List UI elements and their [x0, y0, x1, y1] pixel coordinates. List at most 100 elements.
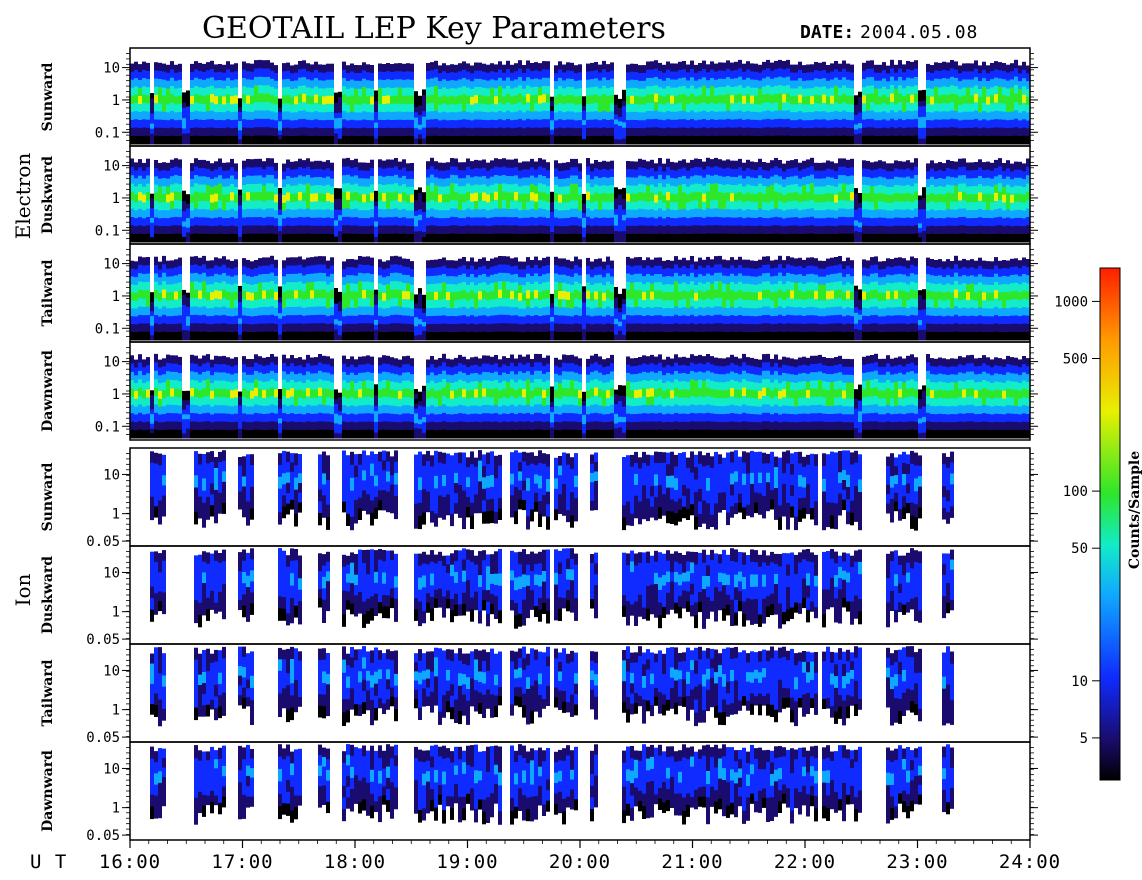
- heatmap-cell-electron-duskward: [198, 176, 202, 185]
- heatmap-cell-electron-duskward: [266, 208, 270, 218]
- heatmap-cell-electron-duskward: [318, 185, 322, 194]
- heatmap-cell-electron-sunward: [634, 95, 638, 105]
- heatmap-cell-electron-duskward: [554, 160, 558, 169]
- heatmap-cell-electron-sunward: [146, 127, 150, 137]
- heatmap-cell-electron-duskward: [290, 201, 294, 211]
- heatmap-cell-electron-sunward: [726, 85, 730, 95]
- heatmap-cell-electron-duskward: [970, 226, 974, 235]
- heatmap-cell-electron-sunward: [274, 65, 278, 74]
- heatmap-cell-electron-sunward: [390, 64, 394, 73]
- heatmap-cell-electron-tailward: [214, 323, 218, 333]
- heatmap-cell-electron-duskward: [922, 220, 926, 227]
- heatmap-cell-electron-sunward: [722, 70, 726, 80]
- heatmap-cell-electron-sunward: [974, 118, 978, 128]
- heatmap-cell-electron-duskward: [1022, 210, 1026, 219]
- heatmap-cell-electron-sunward: [1022, 127, 1026, 137]
- heatmap-cell-electron-sunward: [318, 64, 322, 73]
- heatmap-cell-electron-sunward: [614, 109, 618, 115]
- heatmap-cell-electron-duskward: [982, 226, 986, 235]
- heatmap-cell-electron-duskward: [486, 194, 490, 203]
- heatmap-cell-electron-tailward: [222, 273, 226, 282]
- heatmap-cell-electron-sunward: [974, 77, 978, 86]
- heatmap-cell-electron-sunward: [890, 68, 894, 78]
- heatmap-cell-electron-duskward: [906, 192, 910, 202]
- heatmap-cell-electron-duskward: [562, 226, 566, 235]
- heatmap-cell-electron-sunward: [402, 63, 406, 73]
- heatmap-cell-electron-tailward: [170, 268, 174, 277]
- heatmap-cell-electron-duskward: [350, 160, 354, 169]
- heatmap-cell-electron-sunward: [902, 88, 906, 97]
- heatmap-cell-electron-duskward: [670, 209, 674, 219]
- heatmap-cell-electron-duskward: [686, 186, 690, 195]
- heatmap-cell-electron-duskward: [886, 226, 890, 235]
- heatmap-cell-electron-duskward: [874, 169, 878, 179]
- heatmap-cell-electron-duskward: [518, 202, 522, 211]
- heatmap-cell-electron-duskward: [346, 225, 350, 235]
- heatmap-cell-electron-sunward: [510, 128, 514, 137]
- heatmap-cell-electron-duskward: [902, 185, 906, 195]
- heatmap-cell-electron-duskward: [874, 217, 878, 227]
- heatmap-cell-electron-sunward: [678, 119, 682, 128]
- heatmap-cell-electron-sunward: [710, 119, 714, 128]
- heatmap-cell-electron-duskward: [478, 168, 482, 178]
- heatmap-cell-electron-duskward: [702, 161, 706, 171]
- heatmap-cell-electron-duskward: [690, 217, 694, 227]
- heatmap-cell-electron-duskward: [762, 202, 766, 211]
- heatmap-cell-electron-duskward: [754, 218, 758, 227]
- heatmap-cell-electron-duskward: [1026, 233, 1030, 243]
- heatmap-cell-electron-duskward: [894, 176, 898, 186]
- heatmap-cell-electron-sunward: [618, 121, 622, 127]
- heatmap-cell-electron-tailward: [294, 306, 298, 316]
- heatmap-cell-electron-sunward: [402, 79, 406, 89]
- heatmap-cell-electron-duskward: [378, 159, 382, 169]
- heatmap-cell-electron-sunward: [310, 112, 314, 121]
- heatmap-cell-electron-sunward: [250, 87, 254, 97]
- heatmap-cell-electron-duskward: [262, 161, 266, 170]
- heatmap-cell-electron-sunward: [846, 136, 850, 145]
- heatmap-cell-electron-duskward: [302, 184, 306, 194]
- heatmap-cell-electron-sunward: [550, 125, 554, 131]
- heatmap-cell-electron-sunward: [514, 71, 518, 80]
- heatmap-cell-electron-duskward: [422, 202, 426, 208]
- heatmap-cell-electron-sunward: [534, 94, 538, 104]
- heatmap-cell-electron-duskward: [198, 201, 202, 210]
- heatmap-cell-electron-sunward: [178, 79, 182, 89]
- heatmap-cell-electron-sunward: [238, 139, 242, 145]
- heatmap-cell-electron-duskward: [326, 201, 330, 210]
- heatmap-cell-electron-sunward: [406, 119, 410, 129]
- heatmap-cell-electron-duskward: [874, 177, 878, 187]
- heatmap-cell-electron-duskward: [234, 187, 238, 196]
- heatmap-cell-electron-sunward: [254, 102, 258, 111]
- heatmap-cell-electron-sunward: [630, 71, 634, 81]
- heatmap-cell-electron-sunward: [990, 119, 994, 129]
- heatmap-cell-electron-sunward: [330, 95, 334, 105]
- heatmap-cell-electron-sunward: [826, 96, 830, 105]
- heatmap-cell-electron-duskward: [990, 218, 994, 227]
- heatmap-cell-electron-duskward: [490, 209, 494, 219]
- heatmap-cell-electron-sunward: [866, 85, 870, 95]
- heatmap-cell-electron-duskward: [478, 176, 482, 186]
- heatmap-cell-electron-duskward: [690, 184, 694, 194]
- heatmap-cell-electron-sunward: [762, 135, 766, 145]
- heatmap-cell-electron-sunward: [290, 120, 294, 129]
- heatmap-cell-electron-duskward: [390, 225, 394, 235]
- heatmap-cell-electron-sunward: [906, 61, 910, 70]
- heatmap-cell-electron-tailward: [254, 308, 258, 317]
- heatmap-cell-electron-tailward: [266, 290, 270, 300]
- heatmap-cell-electron-duskward: [890, 163, 894, 172]
- heatmap-cell-electron-sunward: [850, 72, 854, 81]
- heatmap-cell-electron-sunward: [678, 111, 682, 120]
- heatmap-cell-electron-duskward: [338, 236, 342, 243]
- heatmap-cell-electron-duskward: [582, 213, 586, 219]
- heatmap-cell-electron-sunward: [762, 102, 766, 112]
- heatmap-cell-electron-duskward: [146, 183, 150, 193]
- heatmap-cell-electron-sunward: [174, 120, 178, 129]
- heatmap-cell-electron-sunward: [914, 60, 918, 70]
- heatmap-cell-electron-duskward: [1026, 225, 1030, 235]
- heatmap-cell-electron-duskward: [918, 209, 922, 215]
- heatmap-cell-electron-sunward: [1014, 118, 1018, 128]
- heatmap-cell-electron-sunward: [438, 81, 442, 90]
- heatmap-cell-electron-duskward: [438, 170, 442, 179]
- heatmap-cell-electron-sunward: [966, 95, 970, 105]
- heatmap-cell-electron-duskward: [262, 209, 266, 219]
